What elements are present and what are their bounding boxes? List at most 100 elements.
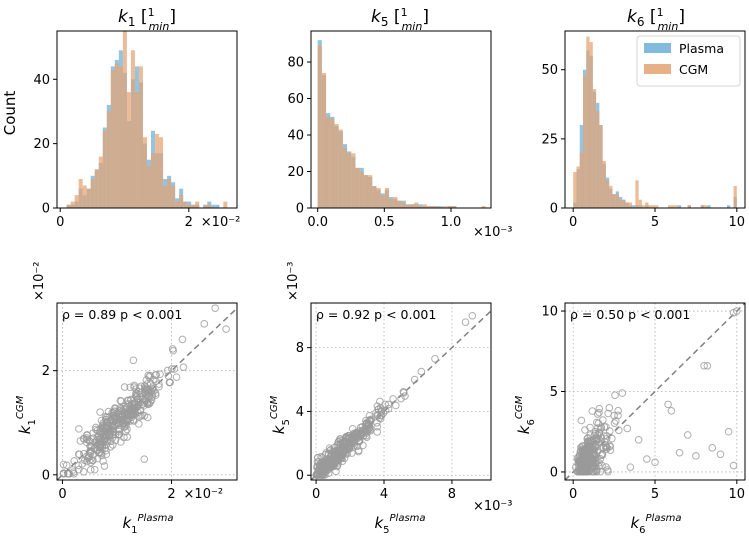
- bar-cgm: [443, 206, 448, 208]
- bar-cgm: [78, 179, 83, 208]
- bar-cgm: [602, 160, 606, 208]
- bar-cgm: [130, 50, 135, 208]
- scatter-point: [79, 467, 88, 476]
- scatter-point: [577, 456, 586, 465]
- scatter-point: [581, 426, 589, 434]
- bar-cgm: [163, 185, 168, 208]
- bar-cgm: [151, 153, 156, 208]
- scatter-point: [90, 465, 99, 474]
- scatter-point: [200, 320, 209, 328]
- bar-cgm: [70, 201, 75, 208]
- scatter-point: [397, 394, 405, 403]
- bar-cgm: [645, 202, 649, 208]
- axes-frame: [310, 302, 492, 481]
- bar-cgm: [609, 185, 613, 208]
- bar-cgm: [668, 205, 672, 208]
- y-tick-label: 20: [287, 165, 304, 180]
- bar-cgm: [203, 204, 208, 208]
- x-tick-label: 5: [651, 215, 659, 230]
- bar-cgm: [384, 187, 390, 208]
- scatter-point: [583, 467, 591, 476]
- scatter-point: [318, 454, 326, 462]
- scatter-point: [579, 442, 587, 450]
- scatter-point: [64, 469, 72, 478]
- scatter-point: [121, 417, 130, 426]
- scatter-point: [667, 407, 676, 415]
- hist-k5-title: k5 [1 min]: [371, 6, 429, 33]
- scatter-point: [100, 462, 109, 470]
- scatter-point: [614, 411, 622, 420]
- bar-cgm: [187, 204, 192, 208]
- scatter-point: [320, 466, 329, 475]
- bar-cgm: [401, 202, 406, 208]
- scatter-point: [592, 440, 601, 449]
- scatter-point: [634, 435, 643, 444]
- correlation-annotation: ρ = 0.50 p < 0.001: [570, 307, 690, 322]
- bar-cgm: [648, 205, 652, 208]
- scatter-point: [341, 442, 350, 450]
- x-tick-label: 0.0: [307, 215, 328, 230]
- y-tick-label: 0: [550, 465, 558, 480]
- scatter-point: [138, 395, 147, 404]
- x-offset-text: ×10⁻³: [473, 499, 513, 514]
- bar-cgm: [481, 206, 486, 208]
- scatter-point: [431, 355, 439, 363]
- bar-plasma: [439, 206, 444, 208]
- scatter-point: [583, 451, 592, 459]
- scatter-point: [334, 447, 342, 455]
- x-tick-label: 2: [185, 215, 193, 230]
- bar-cgm: [447, 206, 453, 208]
- scatter-point: [134, 420, 143, 428]
- scatter-point: [384, 400, 393, 409]
- scatter-point: [581, 459, 590, 468]
- scatter-point: [122, 411, 131, 420]
- bar-cgm: [452, 206, 457, 208]
- hist-k6-title: k6 [1 min]: [627, 6, 685, 33]
- scatter-point: [104, 407, 113, 416]
- scatter-point: [313, 463, 322, 472]
- x-tick-label: 10: [729, 215, 746, 230]
- scatter-point: [89, 429, 97, 437]
- bar-cgm: [110, 69, 115, 208]
- legend-swatch: [644, 64, 671, 74]
- y-tick-label: 5: [550, 385, 558, 400]
- bar-cgm: [628, 202, 633, 208]
- y-tick-label: 40: [287, 129, 304, 144]
- scatter-point: [163, 366, 172, 375]
- bar-cgm: [317, 45, 322, 208]
- scatter-point: [168, 365, 176, 373]
- scatter-point: [100, 434, 109, 443]
- bar-cgm: [179, 195, 184, 208]
- scatter-point: [69, 468, 78, 476]
- bar-cgm: [223, 201, 228, 208]
- scatter-point: [143, 413, 152, 422]
- scatter-point: [373, 428, 382, 436]
- scatter-point: [79, 434, 88, 443]
- scatter-point: [59, 469, 68, 478]
- hist-k1-title: k1 [1 min]: [118, 6, 176, 33]
- scatter-point: [597, 451, 606, 460]
- x-tick-label: 4: [380, 487, 388, 502]
- bar-cgm: [86, 188, 91, 208]
- scatter-point: [105, 413, 113, 421]
- scatter-point: [313, 453, 322, 462]
- bar-cgm: [155, 133, 160, 208]
- scatter-point: [99, 457, 107, 465]
- scatter-point: [708, 444, 717, 452]
- bar-cgm: [704, 205, 708, 208]
- scatter-point: [618, 389, 627, 397]
- bar-cgm: [674, 205, 678, 208]
- bar-cgm: [605, 180, 610, 208]
- scatter-point: [643, 455, 651, 463]
- x-offset-text: ×10⁻³: [473, 225, 513, 240]
- scatter-point: [683, 431, 692, 439]
- bar-cgm: [410, 204, 415, 208]
- scatter-point: [75, 450, 84, 459]
- scatter-point: [593, 431, 602, 440]
- y-tick-label: 10: [541, 305, 558, 320]
- scatter-point: [664, 400, 672, 409]
- points-group: [57, 304, 237, 480]
- scatter-k6-ylabel: k6CGM: [514, 395, 537, 434]
- bar-cgm: [671, 205, 675, 208]
- scatter-point: [75, 425, 83, 433]
